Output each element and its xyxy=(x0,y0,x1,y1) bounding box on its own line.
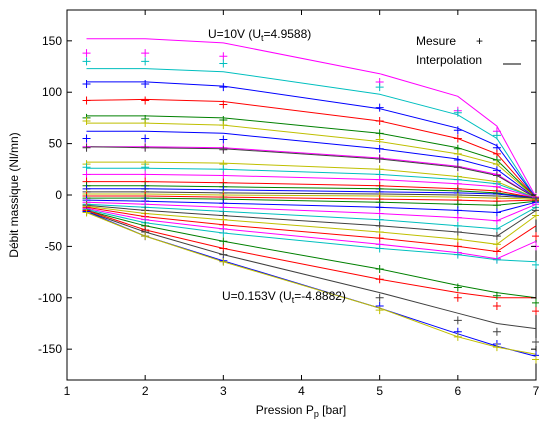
legend-measure-symbol: + xyxy=(476,34,483,48)
measure-point xyxy=(492,240,501,249)
measure-point xyxy=(375,83,384,92)
y-tick-label: -150 xyxy=(38,342,62,356)
measure-point xyxy=(453,228,462,236)
measure-point xyxy=(453,108,462,117)
measure-point xyxy=(82,163,91,172)
measure-point xyxy=(453,235,462,244)
measure-point xyxy=(82,49,91,58)
measure-point xyxy=(82,170,91,179)
measure-point xyxy=(492,247,501,256)
y-tick-label: 0 xyxy=(55,188,62,202)
y-axis: -150 -100 -50 0 50 100 150 xyxy=(38,34,536,356)
measure-point xyxy=(492,255,501,264)
x-axis-label: Pression Pp [bar] xyxy=(256,403,346,419)
y-tick-label: 50 xyxy=(49,137,63,151)
measure-point xyxy=(219,59,228,68)
measure-point xyxy=(453,206,462,215)
x-tick-label: 6 xyxy=(454,384,461,398)
measure-point xyxy=(492,291,501,300)
x-tick-label: 1 xyxy=(64,384,71,398)
measure-point xyxy=(453,213,462,222)
measure-point xyxy=(492,327,501,336)
measure-point xyxy=(492,201,501,210)
measure-point xyxy=(141,163,150,172)
annotation-bottom: U=0.153V (Ut=-4.8882) xyxy=(222,289,346,305)
measure-point xyxy=(219,237,228,246)
measure-point xyxy=(141,170,150,179)
measure-point xyxy=(141,80,150,88)
measure-point xyxy=(492,343,501,352)
measure-point xyxy=(453,283,462,292)
legend-interp-label: Interpolation xyxy=(416,53,482,67)
measure-point xyxy=(141,49,150,58)
x-tick-label: 7 xyxy=(533,384,539,398)
measure-point xyxy=(375,117,384,125)
series-line-0 xyxy=(86,38,537,198)
x-axis: 1 2 3 4 5 6 7 xyxy=(64,10,539,398)
x-tick-label: 4 xyxy=(298,384,305,398)
marker-layer xyxy=(82,49,539,364)
measure-point xyxy=(453,134,462,143)
measure-point xyxy=(82,208,91,217)
measure-point xyxy=(375,244,384,253)
measure-point xyxy=(492,208,501,217)
y-tick-label: -100 xyxy=(38,291,62,305)
measure-point xyxy=(375,306,384,315)
measure-point xyxy=(453,316,462,325)
measure-point xyxy=(375,144,384,153)
measure-point xyxy=(492,302,501,310)
measure-point xyxy=(453,250,462,259)
measure-point xyxy=(453,332,462,341)
measure-point xyxy=(219,135,228,144)
measure-point xyxy=(219,229,228,238)
y-tick-label: -50 xyxy=(45,239,63,253)
measure-point xyxy=(82,143,91,152)
measure-point xyxy=(375,275,384,284)
measure-point xyxy=(141,134,150,143)
measure-point xyxy=(492,232,501,241)
annotation-top: U=10V (Ut=4.9588) xyxy=(208,27,311,43)
measure-point xyxy=(375,265,384,273)
measure-point xyxy=(141,96,150,105)
measure-point xyxy=(219,145,228,154)
measure-point xyxy=(141,232,150,241)
measure-point xyxy=(219,100,228,109)
legend: Mesure + Interpolation xyxy=(416,34,521,67)
measure-point xyxy=(141,57,150,66)
y-axis-label: Débit massique (Nl/mn) xyxy=(7,132,21,257)
measure-point xyxy=(453,293,462,302)
x-tick-label: 5 xyxy=(376,384,383,398)
measure-point xyxy=(82,117,91,125)
measure-point xyxy=(492,131,501,140)
measure-point xyxy=(82,57,91,66)
measure-point xyxy=(492,224,501,233)
measure-point xyxy=(82,96,91,105)
measure-point xyxy=(219,83,228,92)
measure-point xyxy=(375,135,384,144)
legend-measure-label: Mesure xyxy=(416,34,456,48)
measure-point xyxy=(219,52,228,61)
measure-point xyxy=(453,156,462,165)
measure-point xyxy=(492,216,501,225)
measure-point xyxy=(219,257,228,266)
measure-point xyxy=(375,293,384,302)
measure-point xyxy=(219,171,228,180)
measure-point xyxy=(141,143,150,152)
measure-point xyxy=(453,163,462,172)
measure-point xyxy=(375,155,384,164)
x-tick-label: 2 xyxy=(142,384,149,398)
measure-point xyxy=(82,134,91,143)
y-tick-label: 100 xyxy=(42,85,62,99)
measure-point xyxy=(375,103,384,112)
y-tick-label: 150 xyxy=(42,34,62,48)
measure-point xyxy=(82,80,91,88)
measure-point xyxy=(453,126,462,135)
measure-point xyxy=(141,119,150,128)
x-tick-label: 3 xyxy=(220,384,227,398)
measure-point xyxy=(219,121,228,130)
